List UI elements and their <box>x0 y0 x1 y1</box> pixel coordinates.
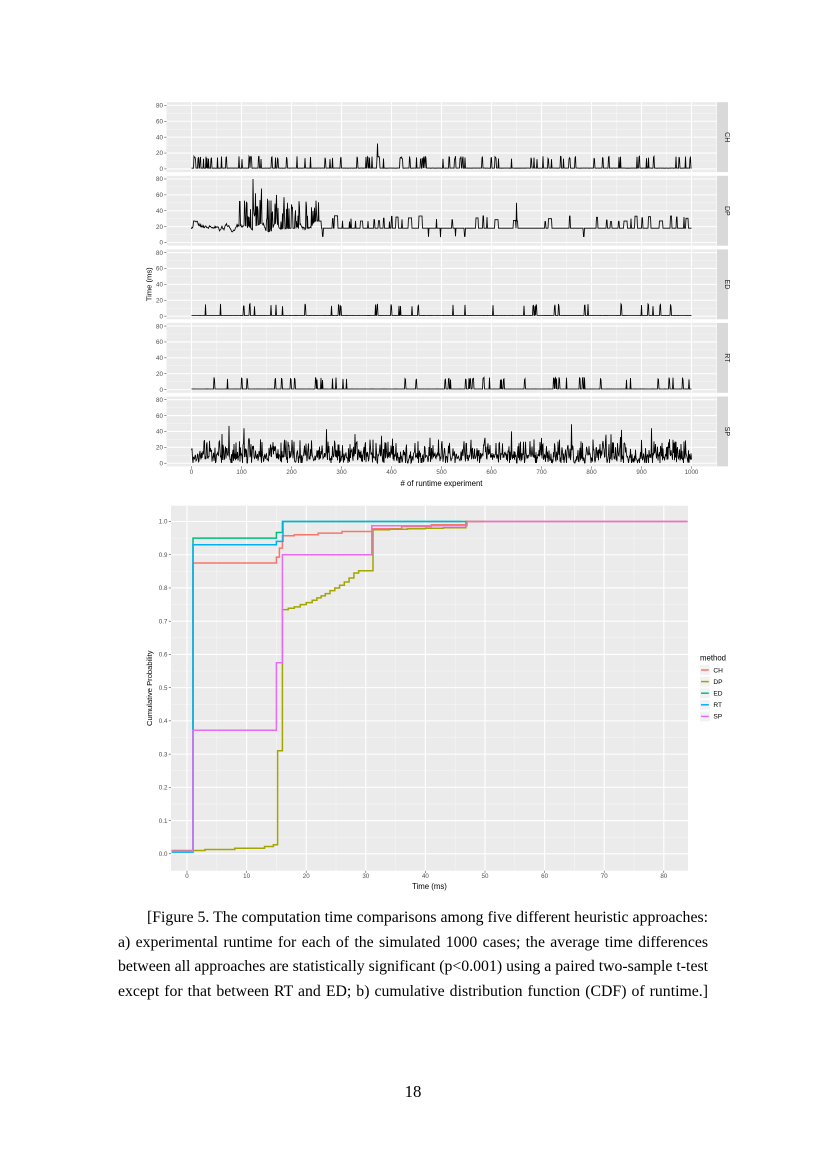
svg-text:30: 30 <box>362 873 369 880</box>
svg-text:50: 50 <box>482 873 489 880</box>
svg-text:0: 0 <box>159 240 163 247</box>
svg-text:10: 10 <box>243 873 250 880</box>
svg-text:60: 60 <box>156 118 163 125</box>
svg-text:40: 40 <box>156 355 163 362</box>
svg-text:80: 80 <box>156 103 163 110</box>
svg-text:80: 80 <box>156 397 163 404</box>
svg-text:80: 80 <box>156 323 163 330</box>
svg-text:500: 500 <box>436 469 447 476</box>
svg-text:80: 80 <box>660 873 667 880</box>
svg-text:RT: RT <box>713 702 722 709</box>
svg-text:Cumulative Probability: Cumulative Probability <box>145 650 154 726</box>
svg-text:0.5: 0.5 <box>159 685 168 692</box>
svg-text:200: 200 <box>286 469 297 476</box>
svg-text:700: 700 <box>536 469 547 476</box>
svg-text:60: 60 <box>156 266 163 273</box>
svg-text:20: 20 <box>156 224 163 231</box>
svg-text:70: 70 <box>601 873 608 880</box>
svg-text:RT: RT <box>723 353 730 363</box>
svg-text:900: 900 <box>636 469 647 476</box>
svg-text:0.9: 0.9 <box>159 552 168 559</box>
svg-text:300: 300 <box>336 469 347 476</box>
svg-text:CH: CH <box>723 132 730 142</box>
svg-text:80: 80 <box>156 176 163 183</box>
svg-text:0.2: 0.2 <box>159 785 168 792</box>
svg-text:60: 60 <box>156 413 163 420</box>
svg-text:CH: CH <box>713 667 723 674</box>
svg-text:60: 60 <box>541 873 548 880</box>
svg-text:100: 100 <box>236 469 247 476</box>
svg-text:40: 40 <box>156 282 163 289</box>
svg-text:SP: SP <box>723 427 730 437</box>
svg-text:0.7: 0.7 <box>159 618 168 625</box>
svg-text:400: 400 <box>386 469 397 476</box>
svg-text:Time (ms): Time (ms) <box>145 267 154 301</box>
svg-text:Time (ms): Time (ms) <box>412 882 447 891</box>
svg-text:40: 40 <box>156 429 163 436</box>
svg-text:40: 40 <box>156 208 163 215</box>
svg-text:20: 20 <box>303 873 310 880</box>
svg-text:60: 60 <box>156 192 163 199</box>
svg-text:0.4: 0.4 <box>159 718 168 725</box>
svg-text:800: 800 <box>586 469 597 476</box>
svg-text:80: 80 <box>156 250 163 257</box>
svg-text:DP: DP <box>713 679 723 686</box>
svg-text:0.1: 0.1 <box>159 818 168 825</box>
svg-text:0.6: 0.6 <box>159 652 168 659</box>
svg-text:20: 20 <box>156 371 163 378</box>
svg-text:0.3: 0.3 <box>159 751 168 758</box>
svg-text:20: 20 <box>156 297 163 304</box>
svg-text:0: 0 <box>159 166 163 173</box>
svg-text:0: 0 <box>185 873 189 880</box>
svg-text:SP: SP <box>713 714 722 721</box>
svg-text:0: 0 <box>190 469 194 476</box>
svg-text:600: 600 <box>486 469 497 476</box>
svg-text:20: 20 <box>156 150 163 157</box>
svg-text:1000: 1000 <box>685 469 699 476</box>
svg-text:0.8: 0.8 <box>159 585 168 592</box>
svg-text:method: method <box>700 654 726 663</box>
svg-text:1.0: 1.0 <box>159 519 168 526</box>
svg-text:0: 0 <box>159 387 163 394</box>
svg-text:DP: DP <box>723 206 730 216</box>
svg-text:0.0: 0.0 <box>159 851 168 858</box>
svg-text:ED: ED <box>723 280 730 290</box>
svg-text:40: 40 <box>422 873 429 880</box>
svg-text:60: 60 <box>156 339 163 346</box>
svg-text:40: 40 <box>156 134 163 141</box>
svg-text:ED: ED <box>713 691 722 698</box>
svg-text:# of runtime experiment: # of runtime experiment <box>401 479 484 488</box>
svg-text:0: 0 <box>159 313 163 320</box>
svg-text:0: 0 <box>159 460 163 467</box>
svg-text:20: 20 <box>156 445 163 452</box>
